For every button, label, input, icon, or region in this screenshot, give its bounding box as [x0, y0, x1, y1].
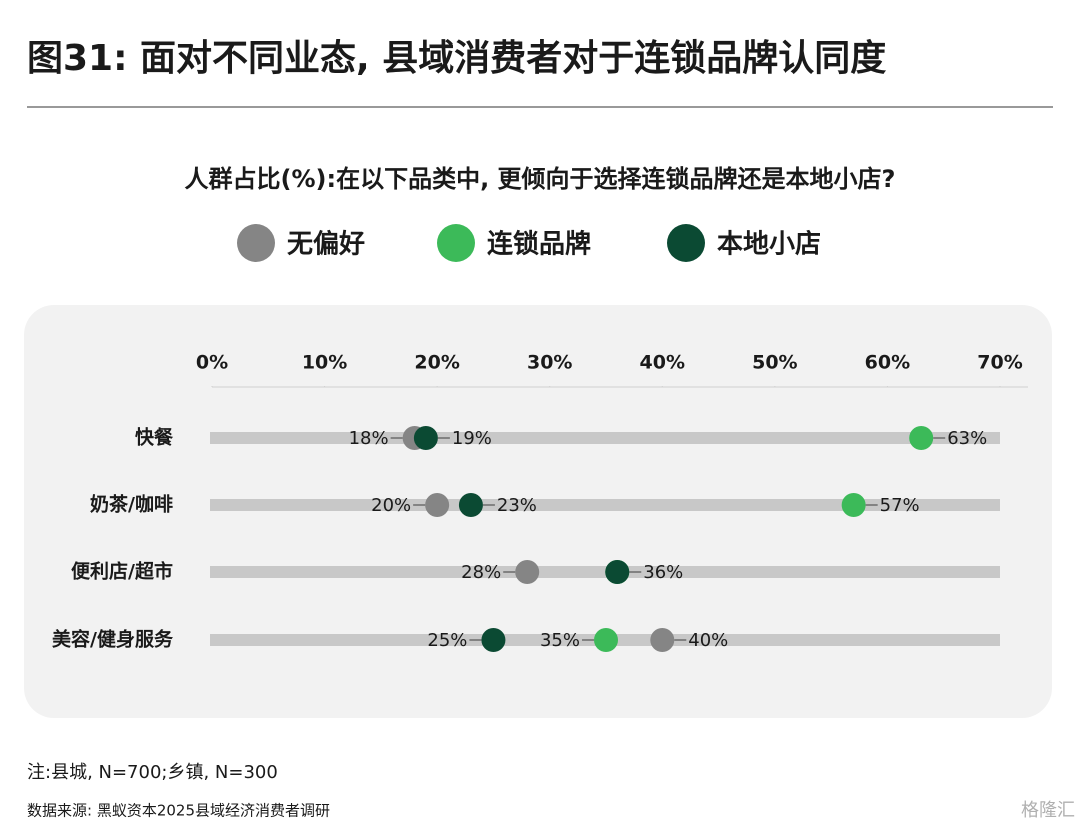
legend-marker	[667, 224, 705, 262]
value-label: 57%	[880, 495, 920, 516]
value-label: 18%	[349, 428, 389, 449]
track	[210, 499, 1000, 511]
category-label: 美容/健身服务	[52, 628, 174, 651]
x-tick-label: 40%	[640, 352, 685, 374]
source: 数据来源: 黑蚁资本2025县域经济消费者调研	[27, 802, 330, 820]
legend-label: 本地小店	[717, 230, 821, 260]
x-tick-label: 60%	[865, 352, 910, 374]
legend-marker	[237, 224, 275, 262]
value-label: 28%	[461, 562, 501, 583]
legend-marker	[437, 224, 475, 262]
value-label: 25%	[427, 630, 467, 651]
value-label: 36%	[643, 562, 683, 583]
x-tick-label: 20%	[414, 352, 459, 374]
x-tick-label: 30%	[527, 352, 572, 374]
value-label: 35%	[540, 630, 580, 651]
value-label: 20%	[371, 495, 411, 516]
value-label: 40%	[688, 630, 728, 651]
category-label: 便利店/超市	[71, 560, 173, 583]
category-label: 快餐	[135, 426, 174, 449]
track	[210, 432, 1000, 444]
note: 注:县城, N=700;乡镇, N=300	[27, 762, 278, 783]
dot	[481, 628, 506, 652]
value-label: 19%	[452, 428, 492, 449]
dot	[425, 493, 450, 517]
value-label: 63%	[947, 428, 987, 449]
dot	[413, 426, 438, 450]
x-tick-label: 70%	[977, 352, 1022, 374]
watermark: 格隆汇	[1021, 800, 1075, 821]
track	[210, 566, 1000, 578]
category-label: 奶茶/咖啡	[90, 493, 173, 516]
dot	[605, 560, 630, 584]
chart-subtitle: 人群占比(%):在以下品类中, 更倾向于选择连锁品牌还是本地小店?	[185, 165, 896, 193]
dot	[650, 628, 675, 652]
x-tick-label: 50%	[752, 352, 797, 374]
plot-panel	[24, 305, 1052, 718]
dot	[909, 426, 934, 450]
legend-label: 连锁品牌	[487, 229, 591, 260]
x-tick-label: 0%	[196, 352, 228, 374]
dot	[515, 560, 540, 584]
legend-label: 无偏好	[287, 229, 365, 260]
dot	[594, 628, 618, 652]
dot	[458, 493, 483, 517]
dot	[841, 493, 866, 517]
x-tick-label: 10%	[302, 352, 347, 374]
value-label: 23%	[497, 495, 537, 516]
chart-title: 图31: 面对不同业态, 县域消费者对于连锁品牌认同度	[27, 38, 886, 79]
